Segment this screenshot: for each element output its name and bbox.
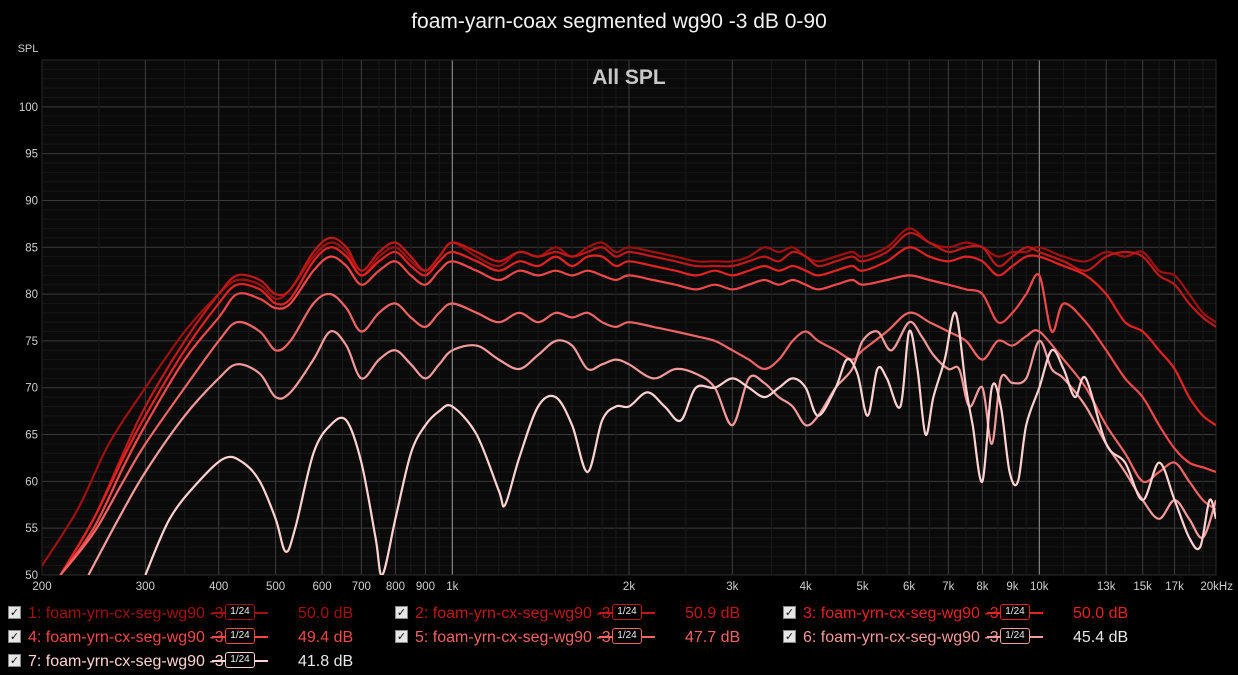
series-line-4 — [59, 255, 1216, 575]
y-tick-label: 75 — [25, 336, 38, 348]
legend-smoothing-label: 1/24 — [1000, 604, 1030, 620]
x-tick-label: 10k — [1030, 581, 1049, 593]
legend-checkbox[interactable]: ✓ — [783, 605, 796, 619]
x-tick-label: 17k — [1165, 581, 1184, 593]
y-tick-label: 60 — [25, 476, 38, 488]
legend-item: ✓ 6: foam-yrn-cx-seg-wg90 -3 75 1/24 45.4 d… — [783, 627, 1128, 646]
x-tick-label: 400 — [209, 581, 228, 593]
legend-level-value: 50.0 dB — [1073, 605, 1129, 622]
spl-chart: 100 95 90 85 80 75 70 65 60 55 50 200 300 400 500 600 7… — [18, 43, 1234, 593]
x-tick-label: 4k — [800, 581, 812, 593]
legend-series-name: 2: foam-yrn-cx-seg-wg90 -3 15 — [415, 605, 633, 622]
legend-item: ✓ 7: foam-yrn-cx-seg-wg90 -3 90 1/24 41.8 d… — [8, 651, 353, 670]
chart-title: foam-yarn-coax segmented wg90 -3 dB 0-90 — [411, 10, 827, 33]
y-tick-label: 95 — [25, 149, 38, 161]
legend-level-value: 47.7 dB — [685, 629, 741, 646]
x-tick-label: 300 — [136, 581, 155, 593]
x-tick-label: 9k — [1006, 581, 1018, 593]
legend-smoothing-swatch[interactable]: 1/24 — [987, 628, 1043, 644]
legend-checkbox[interactable]: ✓ — [395, 629, 408, 643]
legend-smoothing-swatch[interactable]: 1/24 — [987, 604, 1043, 620]
legend-level-value: 50.9 dB — [685, 605, 741, 622]
series-group — [42, 227, 1216, 575]
x-tick-label: 2k — [623, 581, 635, 593]
x-tick-label: 7k — [942, 581, 954, 593]
legend-level-value: 49.4 dB — [298, 629, 354, 646]
x-tick-label: 15k — [1133, 581, 1152, 593]
legend-checkbox[interactable]: ✓ — [395, 605, 408, 619]
x-tick-label: 200 — [32, 581, 51, 593]
legend-level-value: 50.0 dB — [298, 605, 354, 622]
x-tick-label: 500 — [266, 581, 285, 593]
legend-smoothing-label: 1/24 — [225, 628, 255, 644]
legend-item: ✓ 5: foam-yrn-cx-seg-wg90 -3 60 1/24 47.7 d… — [395, 627, 740, 646]
plot-label: All SPL — [592, 66, 666, 89]
x-tick-label: 20kHz — [1200, 581, 1233, 593]
legend-smoothing-label: 1/24 — [225, 652, 255, 668]
series-line-2 — [59, 231, 1216, 575]
y-tick-label: 80 — [25, 289, 38, 301]
y-tick-label: 100 — [19, 102, 38, 114]
legend-checkbox[interactable]: ✓ — [8, 605, 21, 619]
legend-series-name: 6: foam-yrn-cx-seg-wg90 -3 75 — [803, 629, 1021, 646]
series-line-5 — [59, 292, 1216, 575]
legend-smoothing-swatch[interactable]: 1/24 — [212, 628, 268, 644]
legend-series-name: 3: foam-yrn-cx-seg-wg90 -3 30 — [803, 605, 1021, 622]
legend-smoothing-label: 1/24 — [1000, 628, 1030, 644]
y-axis-label: SPL — [18, 43, 39, 55]
x-tick-label: 3k — [726, 581, 738, 593]
y-tick-label: 90 — [25, 195, 38, 207]
grid — [41, 59, 1217, 576]
series-line-6 — [87, 320, 1216, 575]
series-line-7 — [144, 311, 1216, 575]
x-tick-label: 700 — [352, 581, 371, 593]
x-tick-label: 5k — [857, 581, 869, 593]
y-axis-ticks: 100 95 90 85 80 75 70 65 60 55 50 — [19, 102, 38, 582]
series-line-3 — [59, 246, 1216, 575]
legend-series-name: 4: foam-yrn-cx-seg-wg90 -3 45 — [28, 629, 246, 646]
legend-item: ✓ 3: foam-yrn-cx-seg-wg90 -3 30 1/24 50.0 d… — [783, 603, 1128, 622]
legend-smoothing-swatch[interactable]: 1/24 — [212, 652, 268, 668]
legend-smoothing-swatch[interactable]: 1/24 — [599, 604, 655, 620]
x-tick-label: 600 — [312, 581, 331, 593]
y-tick-label: 50 — [25, 570, 38, 582]
x-tick-label: 1k — [446, 581, 458, 593]
legend-smoothing-label: 1/24 — [612, 604, 642, 620]
legend-series-name: 7: foam-yrn-cx-seg-wg90 -3 90 — [28, 653, 246, 670]
x-tick-label: 900 — [416, 581, 435, 593]
y-tick-label: 55 — [25, 523, 38, 535]
x-axis-ticks: 200 300 400 500 600 700 800 900 1k 2k 3k 4k 5k 6k 7k 8k… — [32, 581, 1233, 593]
y-tick-label: 70 — [25, 383, 38, 395]
legend-checkbox[interactable]: ✓ — [8, 629, 21, 643]
legend-smoothing-swatch[interactable]: 1/24 — [599, 628, 655, 644]
legend-checkbox[interactable]: ✓ — [8, 653, 21, 667]
y-tick-label: 65 — [25, 430, 38, 442]
legend-level-value: 41.8 dB — [298, 653, 354, 670]
x-tick-label: 800 — [386, 581, 405, 593]
legend-series-name: 1: foam-yrn-cx-seg-wg90 -3 0 — [28, 605, 237, 622]
legend-checkbox[interactable]: ✓ — [783, 629, 796, 643]
legend-series-name: 5: foam-yrn-cx-seg-wg90 -3 60 — [415, 629, 633, 646]
legend-item: ✓ 2: foam-yrn-cx-seg-wg90 -3 15 1/24 50.9 d… — [395, 603, 740, 622]
x-tick-label: 13k — [1097, 581, 1116, 593]
legend-item: ✓ 4: foam-yrn-cx-seg-wg90 -3 45 1/24 49.4 d… — [8, 627, 353, 646]
legend-smoothing-label: 1/24 — [225, 604, 255, 620]
plot-border — [41, 59, 1217, 576]
legend-item: ✓ 1: foam-yrn-cx-seg-wg90 -3 0 1/24 50.0 dB — [8, 603, 353, 622]
x-tick-label: 6k — [903, 581, 915, 593]
legend-smoothing-label: 1/24 — [612, 628, 642, 644]
series-line-1 — [42, 227, 1216, 567]
y-tick-label: 85 — [25, 242, 38, 254]
legend-level-value: 45.4 dB — [1073, 629, 1129, 646]
x-tick-label: 8k — [976, 581, 988, 593]
legend-smoothing-swatch[interactable]: 1/24 — [212, 604, 268, 620]
